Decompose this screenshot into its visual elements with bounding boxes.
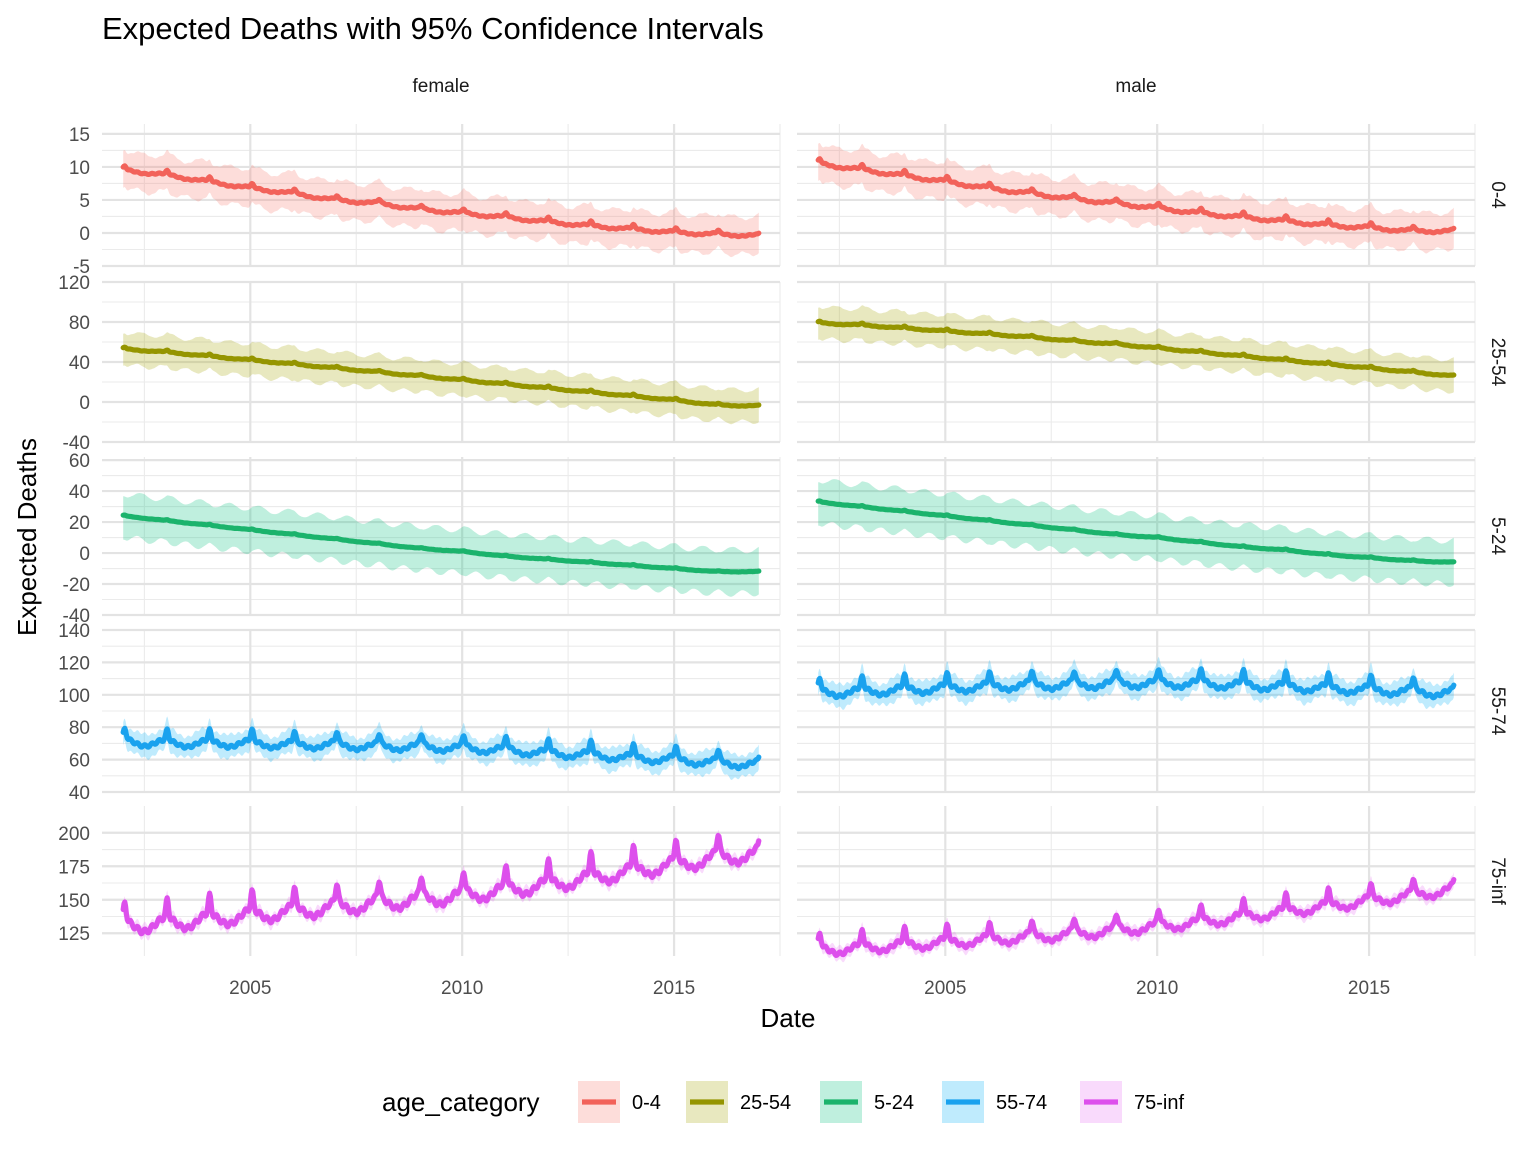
x-axis-title: Date bbox=[761, 1003, 816, 1033]
y-tick-label: 60 bbox=[69, 451, 90, 472]
facet-row-strip-label: 55-74 bbox=[1487, 687, 1508, 736]
legend-label-5-24: 5-24 bbox=[874, 1092, 914, 1114]
x-tick-label: 2010 bbox=[441, 978, 483, 999]
y-tick-label: 150 bbox=[58, 891, 90, 912]
y-tick-label: -5 bbox=[73, 257, 90, 278]
facet-column-strip-label: male bbox=[1115, 76, 1156, 97]
x-tick-label: 2010 bbox=[1136, 978, 1178, 999]
y-tick-label: 0 bbox=[79, 393, 90, 414]
y-axis-title: Expected Deaths bbox=[12, 438, 42, 636]
chart-title: Expected Deaths with 95% Confidence Inte… bbox=[102, 11, 764, 46]
y-tick-label: 125 bbox=[58, 924, 90, 945]
y-tick-label: 40 bbox=[69, 783, 90, 804]
legend-label-55-74: 55-74 bbox=[996, 1092, 1047, 1114]
y-tick-label: 120 bbox=[58, 653, 90, 674]
y-tick-label: -40 bbox=[63, 433, 90, 454]
series-line-male-0-4 bbox=[815, 156, 1457, 236]
ci-band-female-5-24 bbox=[123, 493, 759, 597]
x-tick-label: 2015 bbox=[653, 978, 695, 999]
ci-band-male-5-24 bbox=[818, 479, 1454, 587]
y-tick-label: 15 bbox=[69, 125, 90, 146]
y-tick-label: 80 bbox=[69, 313, 90, 334]
y-tick-label: 0 bbox=[79, 544, 90, 565]
legend: 0-4 25-54 5-24 55-74 75-inf bbox=[578, 1081, 1184, 1123]
y-tick-label: 0 bbox=[79, 224, 90, 245]
ci-band-male-0-4 bbox=[818, 143, 1454, 254]
y-tick-label: 40 bbox=[69, 353, 90, 374]
x-tick-label: 2005 bbox=[924, 978, 966, 999]
legend-label-25-54: 25-54 bbox=[740, 1092, 791, 1114]
y-tick-label: 120 bbox=[58, 273, 90, 294]
facet-panels: -5 0 5 10 15 0-4 -40 0 40 80 120 25-54 -40 -20 0 20 40 60… bbox=[58, 76, 1508, 999]
series-line-male-55-74 bbox=[815, 666, 1457, 701]
y-tick-label: 60 bbox=[69, 751, 90, 772]
series-line-male-25-54 bbox=[815, 318, 1457, 378]
facet-column-strip-label: female bbox=[412, 76, 469, 97]
y-tick-label: 140 bbox=[58, 621, 90, 642]
series-line-female-0-4 bbox=[120, 163, 762, 240]
legend-title: age_category bbox=[382, 1087, 540, 1117]
y-tick-label: 100 bbox=[58, 686, 90, 707]
legend-label-75-inf: 75-inf bbox=[1134, 1092, 1184, 1114]
legend-label-0-4: 0-4 bbox=[632, 1092, 661, 1114]
facet-row-strip-label: 5-24 bbox=[1487, 517, 1508, 555]
facet-row-strip-label: 0-4 bbox=[1487, 181, 1508, 209]
series-line-male-5-24 bbox=[815, 498, 1457, 565]
x-tick-label: 2015 bbox=[1348, 978, 1390, 999]
series-line-male-75-inf bbox=[815, 876, 1457, 958]
series-line-female-5-24 bbox=[120, 512, 762, 575]
y-tick-label: 40 bbox=[69, 482, 90, 503]
facet-row-strip-label: 25-54 bbox=[1487, 338, 1508, 387]
ci-band-female-0-4 bbox=[123, 149, 759, 258]
series-line-female-75-inf bbox=[120, 832, 762, 937]
y-tick-label: -20 bbox=[63, 575, 90, 596]
y-tick-label: 20 bbox=[69, 513, 90, 534]
y-tick-label: 80 bbox=[69, 718, 90, 739]
facet-row-strip-label: 75-inf bbox=[1487, 857, 1508, 905]
x-tick-label: 2005 bbox=[229, 978, 271, 999]
y-tick-label: 200 bbox=[58, 824, 90, 845]
series-line-female-55-74 bbox=[120, 725, 762, 772]
y-tick-label: 5 bbox=[79, 191, 90, 212]
y-tick-label: -40 bbox=[63, 606, 90, 627]
y-tick-label: 175 bbox=[58, 857, 90, 878]
ci-band-male-25-54 bbox=[818, 305, 1454, 394]
series-line-female-25-54 bbox=[120, 344, 762, 409]
y-tick-label: 10 bbox=[69, 158, 90, 179]
